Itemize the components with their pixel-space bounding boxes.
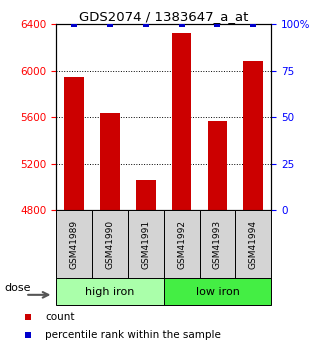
Bar [243, 61, 263, 210]
Bar [64, 77, 84, 210]
Point [215, 21, 220, 27]
Point [72, 21, 77, 27]
Bar [164, 210, 200, 278]
Text: GSM41992: GSM41992 [177, 219, 186, 269]
Bar [172, 33, 192, 210]
Text: count: count [45, 313, 74, 322]
Text: GSM41989: GSM41989 [70, 219, 79, 269]
Bar [100, 112, 120, 210]
Bar [136, 180, 156, 210]
Bar [200, 210, 235, 278]
Text: GSM41993: GSM41993 [213, 219, 222, 269]
Point [25, 332, 30, 337]
Text: high iron: high iron [85, 287, 134, 296]
Point [143, 21, 148, 27]
Text: GSM41990: GSM41990 [105, 219, 115, 269]
Text: GSM41994: GSM41994 [249, 219, 258, 269]
Bar [164, 278, 271, 305]
Text: percentile rank within the sample: percentile rank within the sample [45, 330, 221, 339]
Point [25, 315, 30, 320]
Bar [128, 210, 164, 278]
Point [251, 21, 256, 27]
Text: GSM41991: GSM41991 [141, 219, 150, 269]
Bar [56, 210, 92, 278]
Text: low iron: low iron [195, 287, 239, 296]
Bar [56, 278, 164, 305]
Point [107, 21, 112, 27]
Point [179, 21, 184, 27]
Text: dose: dose [4, 283, 31, 293]
Title: GDS2074 / 1383647_a_at: GDS2074 / 1383647_a_at [79, 10, 248, 23]
Bar [208, 121, 227, 210]
Bar [235, 210, 271, 278]
Bar [92, 210, 128, 278]
